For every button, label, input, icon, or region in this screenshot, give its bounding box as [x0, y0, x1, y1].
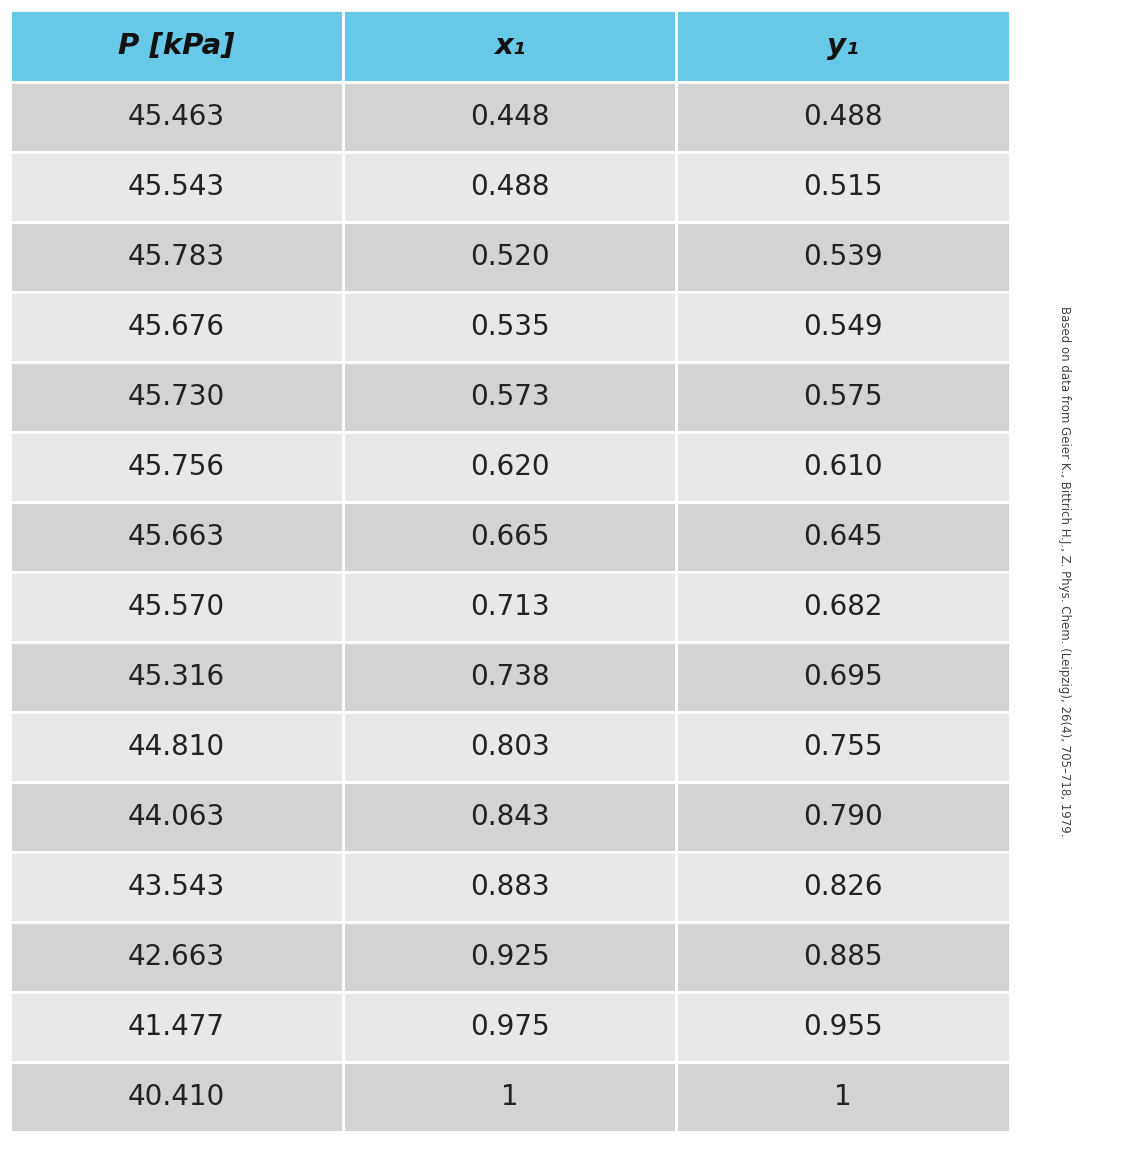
Bar [343, 222, 676, 292]
Bar [343, 572, 676, 642]
Bar [676, 362, 1010, 433]
Text: 43.543: 43.543 [128, 873, 225, 901]
Bar [343, 11, 676, 82]
Text: 42.663: 42.663 [128, 943, 225, 971]
Text: 1: 1 [834, 1082, 851, 1111]
Text: 45.663: 45.663 [128, 523, 225, 551]
Bar [10, 642, 343, 712]
Bar [343, 642, 676, 712]
Text: x₁: x₁ [493, 32, 525, 60]
Bar [343, 922, 676, 992]
Bar [343, 1061, 676, 1132]
Text: 44.063: 44.063 [128, 803, 225, 831]
Bar [10, 922, 343, 992]
Bar [676, 922, 1010, 992]
Text: 40.410: 40.410 [128, 1082, 225, 1111]
Text: 0.885: 0.885 [803, 943, 883, 971]
Text: 45.316: 45.316 [128, 663, 225, 691]
Text: 0.803: 0.803 [470, 733, 550, 761]
Bar [10, 502, 343, 572]
Text: 45.756: 45.756 [128, 454, 225, 480]
Text: 45.463: 45.463 [128, 103, 225, 131]
Bar [676, 502, 1010, 572]
Text: y₁: y₁ [828, 32, 859, 60]
Bar [676, 433, 1010, 502]
Bar [10, 1061, 343, 1132]
Text: 0.738: 0.738 [470, 663, 550, 691]
Text: 45.570: 45.570 [128, 593, 225, 621]
Bar [10, 292, 343, 362]
Bar [676, 82, 1010, 152]
Bar [343, 82, 676, 152]
Text: 0.790: 0.790 [803, 803, 883, 831]
Text: 45.676: 45.676 [128, 313, 225, 341]
Text: 0.515: 0.515 [803, 173, 883, 201]
Text: 45.543: 45.543 [128, 173, 225, 201]
Text: 0.520: 0.520 [470, 243, 550, 271]
Bar [10, 11, 343, 82]
Text: 41.477: 41.477 [128, 1014, 225, 1042]
Text: 0.955: 0.955 [803, 1014, 883, 1042]
Text: 0.843: 0.843 [470, 803, 550, 831]
Bar [676, 1061, 1010, 1132]
Bar [10, 572, 343, 642]
Bar [676, 852, 1010, 922]
Text: 0.975: 0.975 [470, 1014, 550, 1042]
Text: 44.810: 44.810 [128, 733, 225, 761]
Text: 1: 1 [500, 1082, 518, 1111]
Bar [10, 992, 343, 1061]
Text: 0.883: 0.883 [470, 873, 550, 901]
Bar [10, 782, 343, 852]
Bar [343, 152, 676, 222]
Bar [343, 992, 676, 1061]
Text: 0.620: 0.620 [470, 454, 550, 480]
Text: 0.488: 0.488 [470, 173, 549, 201]
Bar [343, 433, 676, 502]
Text: 0.826: 0.826 [803, 873, 883, 901]
Bar [676, 152, 1010, 222]
Bar [343, 852, 676, 922]
Bar [343, 782, 676, 852]
Bar [676, 642, 1010, 712]
Bar [10, 712, 343, 782]
Text: 0.665: 0.665 [470, 523, 549, 551]
Bar [10, 433, 343, 502]
Bar [676, 222, 1010, 292]
Bar [10, 222, 343, 292]
Text: 0.713: 0.713 [470, 593, 550, 621]
Text: 0.488: 0.488 [803, 103, 883, 131]
Text: 0.610: 0.610 [803, 454, 883, 480]
Bar [343, 712, 676, 782]
Text: 0.539: 0.539 [803, 243, 883, 271]
Text: 0.925: 0.925 [470, 943, 550, 971]
Bar [676, 782, 1010, 852]
Text: 0.695: 0.695 [803, 663, 883, 691]
Bar [10, 852, 343, 922]
Bar [343, 292, 676, 362]
Text: 45.783: 45.783 [128, 243, 225, 271]
Text: P [kPa]: P [kPa] [119, 32, 235, 60]
Bar [10, 362, 343, 433]
Bar [676, 992, 1010, 1061]
Text: Based on data from Geier K., Bittrich H.J., Z. Phys. Chem. (Leipzig), 26(4), 705: Based on data from Geier K., Bittrich H.… [1059, 306, 1071, 836]
Bar [676, 292, 1010, 362]
Bar [676, 712, 1010, 782]
Text: 0.575: 0.575 [803, 383, 883, 411]
Bar [676, 11, 1010, 82]
Bar [10, 152, 343, 222]
Bar [343, 502, 676, 572]
Bar [343, 362, 676, 433]
Bar [676, 572, 1010, 642]
Text: 0.682: 0.682 [803, 593, 883, 621]
Text: 0.549: 0.549 [803, 313, 883, 341]
Text: 0.645: 0.645 [803, 523, 883, 551]
Text: 0.448: 0.448 [470, 103, 549, 131]
Text: 0.573: 0.573 [470, 383, 550, 411]
Text: 0.535: 0.535 [470, 313, 550, 341]
Text: 0.755: 0.755 [803, 733, 883, 761]
Bar [10, 82, 343, 152]
Text: 45.730: 45.730 [128, 383, 225, 411]
